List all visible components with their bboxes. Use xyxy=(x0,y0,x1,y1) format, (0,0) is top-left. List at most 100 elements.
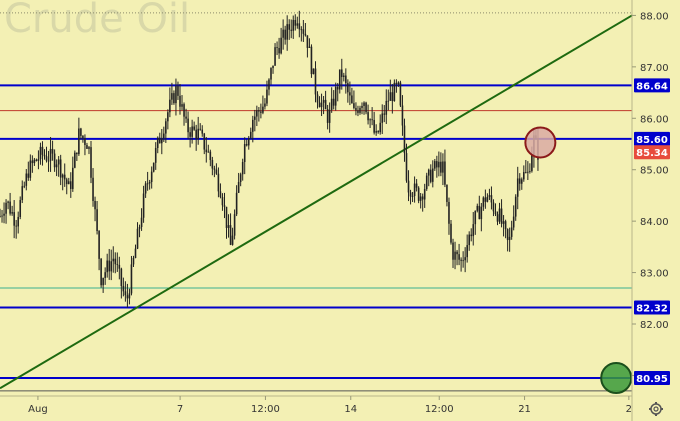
price-tags: 86.64 85.60 82.32 80.95 85.34 xyxy=(634,78,670,385)
candle-body xyxy=(468,234,470,246)
candle-body xyxy=(340,69,343,77)
candle-body xyxy=(17,216,20,227)
candle-body xyxy=(326,109,329,123)
candle-body xyxy=(98,231,100,259)
candle-body xyxy=(436,161,438,168)
y-tick-label: 87.00 xyxy=(640,63,669,74)
candle-body xyxy=(140,217,143,227)
candle-body xyxy=(338,69,341,90)
candle-body xyxy=(452,242,454,260)
candle-body xyxy=(516,178,519,197)
candle-body xyxy=(512,216,515,228)
candle-body xyxy=(300,29,303,31)
candle-body xyxy=(88,147,90,149)
candle-body xyxy=(11,212,13,214)
candle-body xyxy=(104,272,106,278)
candle-body xyxy=(47,160,50,162)
candle-body xyxy=(434,161,436,169)
candle-body xyxy=(347,83,349,93)
candle-body xyxy=(502,221,505,224)
candle-body xyxy=(357,110,359,113)
candle-body xyxy=(478,205,481,220)
candle-body xyxy=(298,23,301,30)
candle-body xyxy=(76,152,78,155)
candle-body xyxy=(55,164,58,168)
candle-body xyxy=(92,177,94,201)
candle-body xyxy=(126,295,129,299)
candle-body xyxy=(112,258,115,262)
level-tag-2-label: 82.32 xyxy=(636,304,668,315)
candle-body xyxy=(225,206,228,228)
candle-body xyxy=(409,192,412,197)
candle-body xyxy=(308,46,311,48)
candle-body xyxy=(302,29,305,34)
candle-body xyxy=(494,211,497,215)
trendline xyxy=(0,14,633,390)
y-tick-label: 85.00 xyxy=(640,166,669,177)
candle-body xyxy=(9,201,11,214)
candle-body xyxy=(288,24,291,30)
candle-body xyxy=(476,205,479,211)
candle-body xyxy=(320,102,323,108)
level-tag-0-label: 86.64 xyxy=(636,81,668,92)
candle-body xyxy=(209,151,212,160)
x-tick-label: 12:00 xyxy=(251,404,280,415)
candle-body xyxy=(146,183,149,185)
candle-body xyxy=(215,169,218,174)
price-series xyxy=(0,10,539,308)
candle-body xyxy=(3,213,5,216)
candle-body xyxy=(349,92,351,96)
candle-body xyxy=(256,110,258,117)
candle-body xyxy=(67,181,70,185)
candle-body xyxy=(492,202,495,212)
candle-body xyxy=(45,156,48,161)
candle-body xyxy=(334,87,337,106)
y-tick-label: 82.00 xyxy=(640,320,669,331)
candle-body xyxy=(322,99,325,103)
candle-body xyxy=(152,162,155,172)
candle-body xyxy=(31,160,34,164)
candle-body xyxy=(371,119,373,121)
gear-icon[interactable] xyxy=(649,402,663,416)
candle-body xyxy=(179,95,181,107)
candle-body xyxy=(254,116,256,120)
candle-body xyxy=(399,82,402,106)
candle-body xyxy=(187,118,189,133)
candle-body xyxy=(78,128,80,155)
candle-body xyxy=(177,86,179,96)
candle-body xyxy=(110,261,113,272)
candle-body xyxy=(456,251,458,255)
candle-body xyxy=(391,92,394,102)
x-tick-label: Aug xyxy=(28,404,48,415)
candle-body xyxy=(185,116,187,119)
candle-body xyxy=(154,147,157,163)
candle-body xyxy=(367,112,369,121)
candle-body xyxy=(43,154,46,157)
x-tick-label: 12:00 xyxy=(425,404,454,415)
candle-body xyxy=(454,251,456,260)
candle-body xyxy=(203,133,206,150)
candle-body xyxy=(448,201,450,224)
candle-body xyxy=(490,195,493,203)
candle-body xyxy=(316,94,319,103)
candle-body xyxy=(183,104,185,117)
candle-body xyxy=(446,184,448,202)
candle-body xyxy=(514,196,517,217)
candle-body xyxy=(278,47,280,54)
candle-body xyxy=(290,29,293,31)
candle-body xyxy=(385,100,388,115)
candle-body xyxy=(5,202,7,214)
candle-body xyxy=(27,173,30,178)
candle-body xyxy=(227,225,230,228)
level-tag-3-label: 80.95 xyxy=(636,374,668,385)
candle-body xyxy=(296,23,299,26)
candle-body xyxy=(413,183,416,196)
candle-body xyxy=(474,210,477,225)
level-lines xyxy=(0,12,632,392)
candle-body xyxy=(53,153,56,168)
candle-body xyxy=(15,225,17,227)
candle-body xyxy=(243,144,246,163)
candle-body xyxy=(480,206,483,220)
